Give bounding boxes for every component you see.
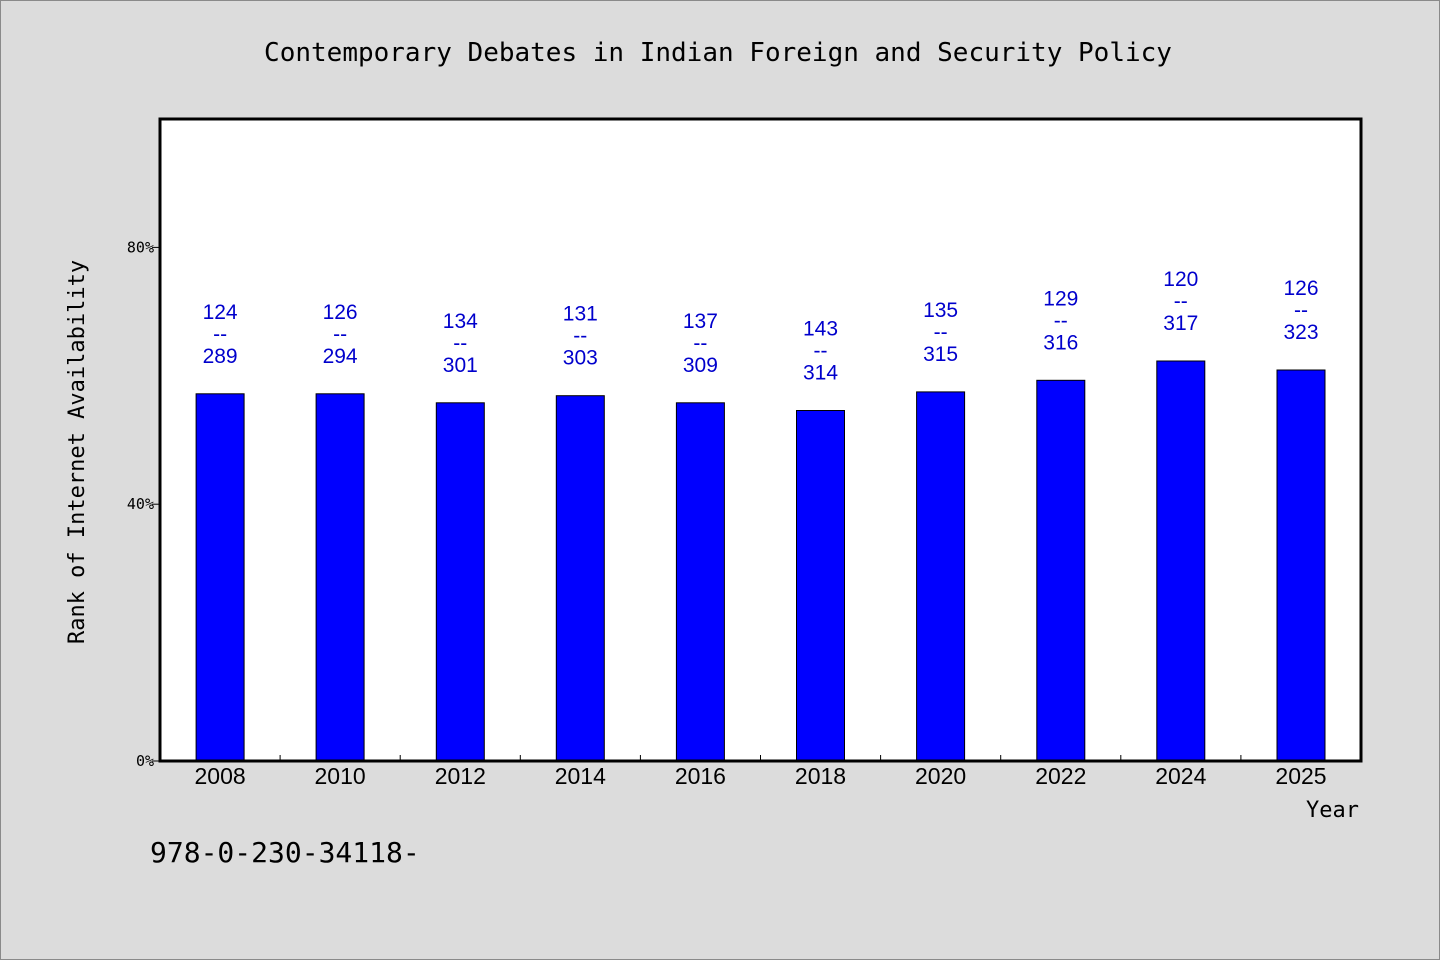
data-label-bottom-2020: 315 [923,343,958,366]
data-label-sep-2025: -- [1294,299,1308,322]
bars-group [195,360,1326,762]
data-label-sep-2024: -- [1174,290,1188,313]
data-label-top-2018: 143 [803,318,838,341]
y-axis-ticks: 0% 40% 80% [127,238,160,770]
x-tick-label-2020: 2020 [915,763,966,789]
x-tick-label-2024: 2024 [1155,763,1206,789]
data-label-top-2022: 129 [1043,287,1078,310]
data-label-bottom-2022: 316 [1043,331,1078,354]
data-label-top-2012: 134 [443,310,478,333]
data-label-top-2025: 126 [1283,277,1318,300]
bar-2020 [916,391,966,762]
y-tick-label: 0% [136,752,154,770]
bar-2025 [1276,369,1326,762]
bar-2012 [435,402,485,762]
x-tick-label-2014: 2014 [555,763,606,789]
data-label-top-2024: 120 [1163,268,1198,291]
bar-2014 [555,395,605,762]
x-tick-label-2022: 2022 [1035,763,1086,789]
data-label-bottom-2024: 317 [1163,312,1198,335]
bar-2016 [675,402,725,762]
data-label-sep-2018: -- [814,340,828,363]
bar-2008 [195,393,245,762]
x-tick-label-2016: 2016 [675,763,726,789]
x-tick-label-2008: 2008 [195,763,246,789]
data-label-sep-2014: -- [573,325,587,348]
isbn-footer: 978-0-230-34118- [150,836,420,869]
data-label-bottom-2014: 303 [563,347,598,370]
data-label-bottom-2012: 301 [443,354,478,377]
data-label-top-2010: 126 [323,301,358,324]
data-labels-group: 124--289126--294134--301131--303137--309… [203,268,1319,385]
data-label-sep-2008: -- [213,323,227,346]
x-axis-ticks: 2008 2010 2012 2014 2016 2018 2020 2022 2024 2025 [195,755,1327,789]
x-tick-label-2025: 2025 [1275,763,1326,789]
x-tick-label-2018: 2018 [795,763,846,789]
data-label-sep-2020: -- [934,321,948,344]
bar-2024 [1156,360,1206,762]
data-label-sep-2016: -- [693,332,707,355]
y-tick-label: 80% [127,238,154,256]
x-tick-label-2012: 2012 [435,763,486,789]
bar-2018 [796,410,845,762]
y-tick-label: 40% [127,495,154,513]
data-label-top-2008: 124 [203,301,238,324]
chart-title: Contemporary Debates in Indian Foreign a… [264,38,1172,68]
data-label-top-2016: 137 [683,310,718,333]
data-label-bottom-2025: 323 [1283,321,1318,344]
bar-2022 [1036,379,1086,762]
data-label-bottom-2010: 294 [323,345,358,368]
y-axis-title: Rank of Internet Availability [65,260,90,644]
data-label-bottom-2008: 289 [203,345,238,368]
data-label-bottom-2016: 309 [683,354,718,377]
x-axis-title: Year [1306,798,1359,823]
data-label-sep-2012: -- [453,332,467,355]
data-label-top-2014: 131 [563,303,598,326]
data-label-sep-2022: -- [1054,309,1068,332]
data-label-bottom-2018: 314 [803,362,838,385]
bar-2010 [315,393,365,762]
x-tick-label-2010: 2010 [315,763,366,789]
data-label-top-2020: 135 [923,299,958,322]
data-label-sep-2010: -- [333,323,347,346]
